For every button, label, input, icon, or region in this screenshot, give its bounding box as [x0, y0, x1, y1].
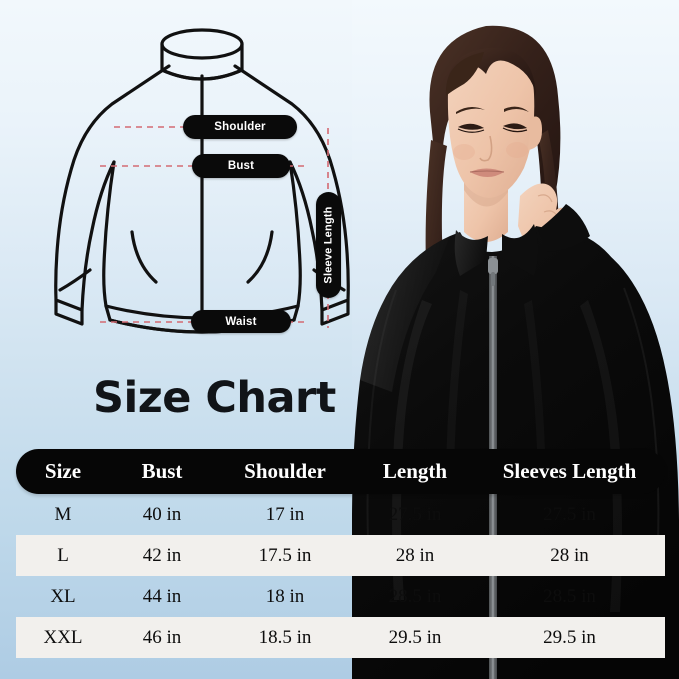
- cell-sleeves: 28 in: [550, 544, 589, 566]
- jacket-diagram: Shoulder Bust Waist Sleeve Length: [52, 14, 352, 359]
- label-waist: Waist: [191, 310, 291, 333]
- column-header-sleeves: Sleeves Length: [502, 459, 637, 483]
- cell-length: 27.5 in: [388, 503, 442, 525]
- label-sleeve-length: Sleeve Length: [316, 192, 341, 298]
- cell-bust: 46 in: [142, 626, 182, 648]
- cell-bust: 44 in: [142, 585, 182, 607]
- column-header-length: Length: [382, 459, 448, 483]
- cell-sleeves: 29.5 in: [543, 626, 596, 648]
- cell-size: M: [54, 503, 72, 525]
- label-bust: Bust: [192, 154, 290, 178]
- cell-bust: 40 in: [142, 503, 182, 525]
- label-bust-text: Bust: [227, 160, 255, 172]
- table-row: L 42 in 17.5 in 28 in 28 in: [16, 535, 665, 576]
- cell-shoulder: 17.5 in: [258, 544, 312, 566]
- label-waist-text: Waist: [225, 315, 257, 328]
- cell-sleeves: 27.5 in: [543, 503, 596, 525]
- cell-shoulder: 18 in: [265, 585, 305, 607]
- cell-length: 28.5 in: [388, 585, 442, 607]
- cell-length: 28 in: [395, 544, 435, 566]
- column-header-size: Size: [44, 459, 82, 483]
- cell-size: L: [57, 544, 69, 566]
- column-header-shoulder: Shoulder: [244, 459, 326, 483]
- cell-bust: 42 in: [142, 544, 182, 566]
- page-title: Size Chart: [93, 373, 336, 423]
- table-header-row: Size Bust Shoulder Length Sleeves Length: [16, 449, 665, 494]
- table-row: XL 44 in 18 in 28.5 in 28.5 in: [16, 576, 665, 617]
- cell-size: XXL: [43, 626, 83, 648]
- cell-length: 29.5 in: [388, 626, 442, 648]
- table-row: XXL 46 in 18.5 in 29.5 in 29.5 in: [16, 617, 665, 658]
- cell-shoulder: 18.5 in: [258, 626, 312, 648]
- cell-sleeves: 28.5 in: [543, 585, 596, 607]
- label-shoulder: Shoulder: [183, 115, 297, 139]
- label-sleeve-length-text: Sleeve Length: [322, 206, 335, 284]
- column-header-bust: Bust: [141, 459, 183, 483]
- cell-size: XL: [50, 585, 76, 607]
- label-shoulder-text: Shoulder: [214, 121, 266, 133]
- table-row: M 40 in 17 in 27.5 in 27.5 in: [16, 494, 665, 535]
- size-table: Size Bust Shoulder Length Sleeves Length…: [16, 449, 665, 658]
- cell-shoulder: 17 in: [265, 503, 305, 525]
- jacket-line-art: [54, 28, 350, 334]
